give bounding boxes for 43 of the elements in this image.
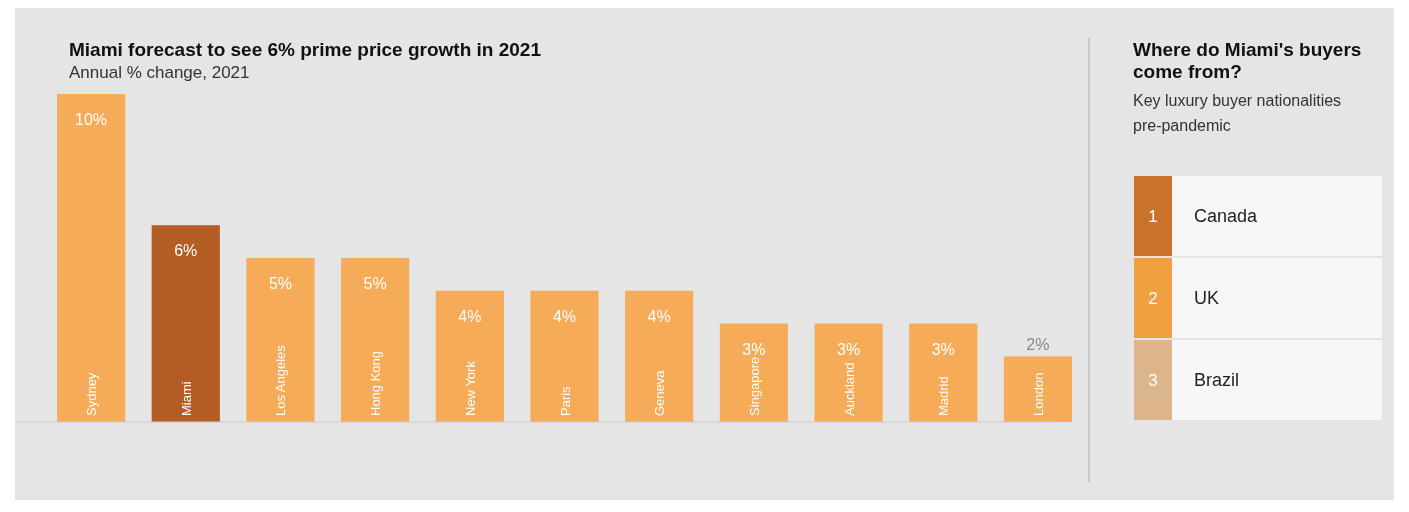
- data-label: 10%: [75, 111, 108, 128]
- bar: [1003, 356, 1072, 422]
- bar: [246, 258, 315, 422]
- bar: [341, 258, 410, 422]
- data-label: 5%: [268, 275, 293, 292]
- data-label: 3%: [836, 340, 861, 358]
- text: 3: [1148, 371, 1158, 390]
- text: Brazil: [1194, 370, 1240, 390]
- data-label: 2%: [1026, 336, 1050, 354]
- bar: [435, 290, 504, 422]
- text: 2: [1148, 289, 1158, 308]
- data-label: 6%: [174, 242, 198, 260]
- data-label: 4%: [458, 307, 482, 325]
- x-tick-label: Auckland: [841, 362, 857, 416]
- bar: [625, 290, 694, 422]
- data-label: 5%: [363, 275, 387, 292]
- x-tick-label: Paris: [557, 385, 573, 416]
- bar: [530, 290, 599, 422]
- x-tick-label: London: [1030, 372, 1046, 416]
- chart-subtitle: Annual % change, 2021: [69, 63, 250, 82]
- data-label: 4%: [647, 307, 671, 325]
- x-tick-label: Los Angeles: [273, 344, 289, 416]
- bar: [57, 94, 126, 422]
- bar: [909, 323, 978, 422]
- x-tick-label: Hong Kong: [368, 350, 384, 416]
- data-label: 3%: [742, 340, 766, 358]
- x-tick-label: Miami: [178, 381, 194, 416]
- bar: [814, 323, 883, 422]
- text: Key luxury buyer nationalities pre-pandemic: [1133, 92, 1342, 134]
- x-tick-label: Singapore: [746, 356, 762, 416]
- text: Where do Miami's buyers come from?: [1133, 39, 1362, 82]
- data-label: 3%: [931, 340, 955, 358]
- x-tick-label: Madrid: [936, 376, 952, 416]
- chart-title: Miami forecast to see 6% prime price growth in 2021: [69, 39, 542, 60]
- bar: [719, 323, 788, 422]
- data-label: 4%: [552, 307, 577, 325]
- text: 1: [1148, 207, 1158, 226]
- bar: [151, 225, 220, 422]
- x-tick-label: New York: [462, 360, 478, 416]
- x-tick-label: Sydney: [84, 372, 100, 416]
- text: UK: [1194, 288, 1220, 308]
- x-tick-label: Geneva: [652, 369, 668, 416]
- text: Canada: [1194, 206, 1259, 226]
